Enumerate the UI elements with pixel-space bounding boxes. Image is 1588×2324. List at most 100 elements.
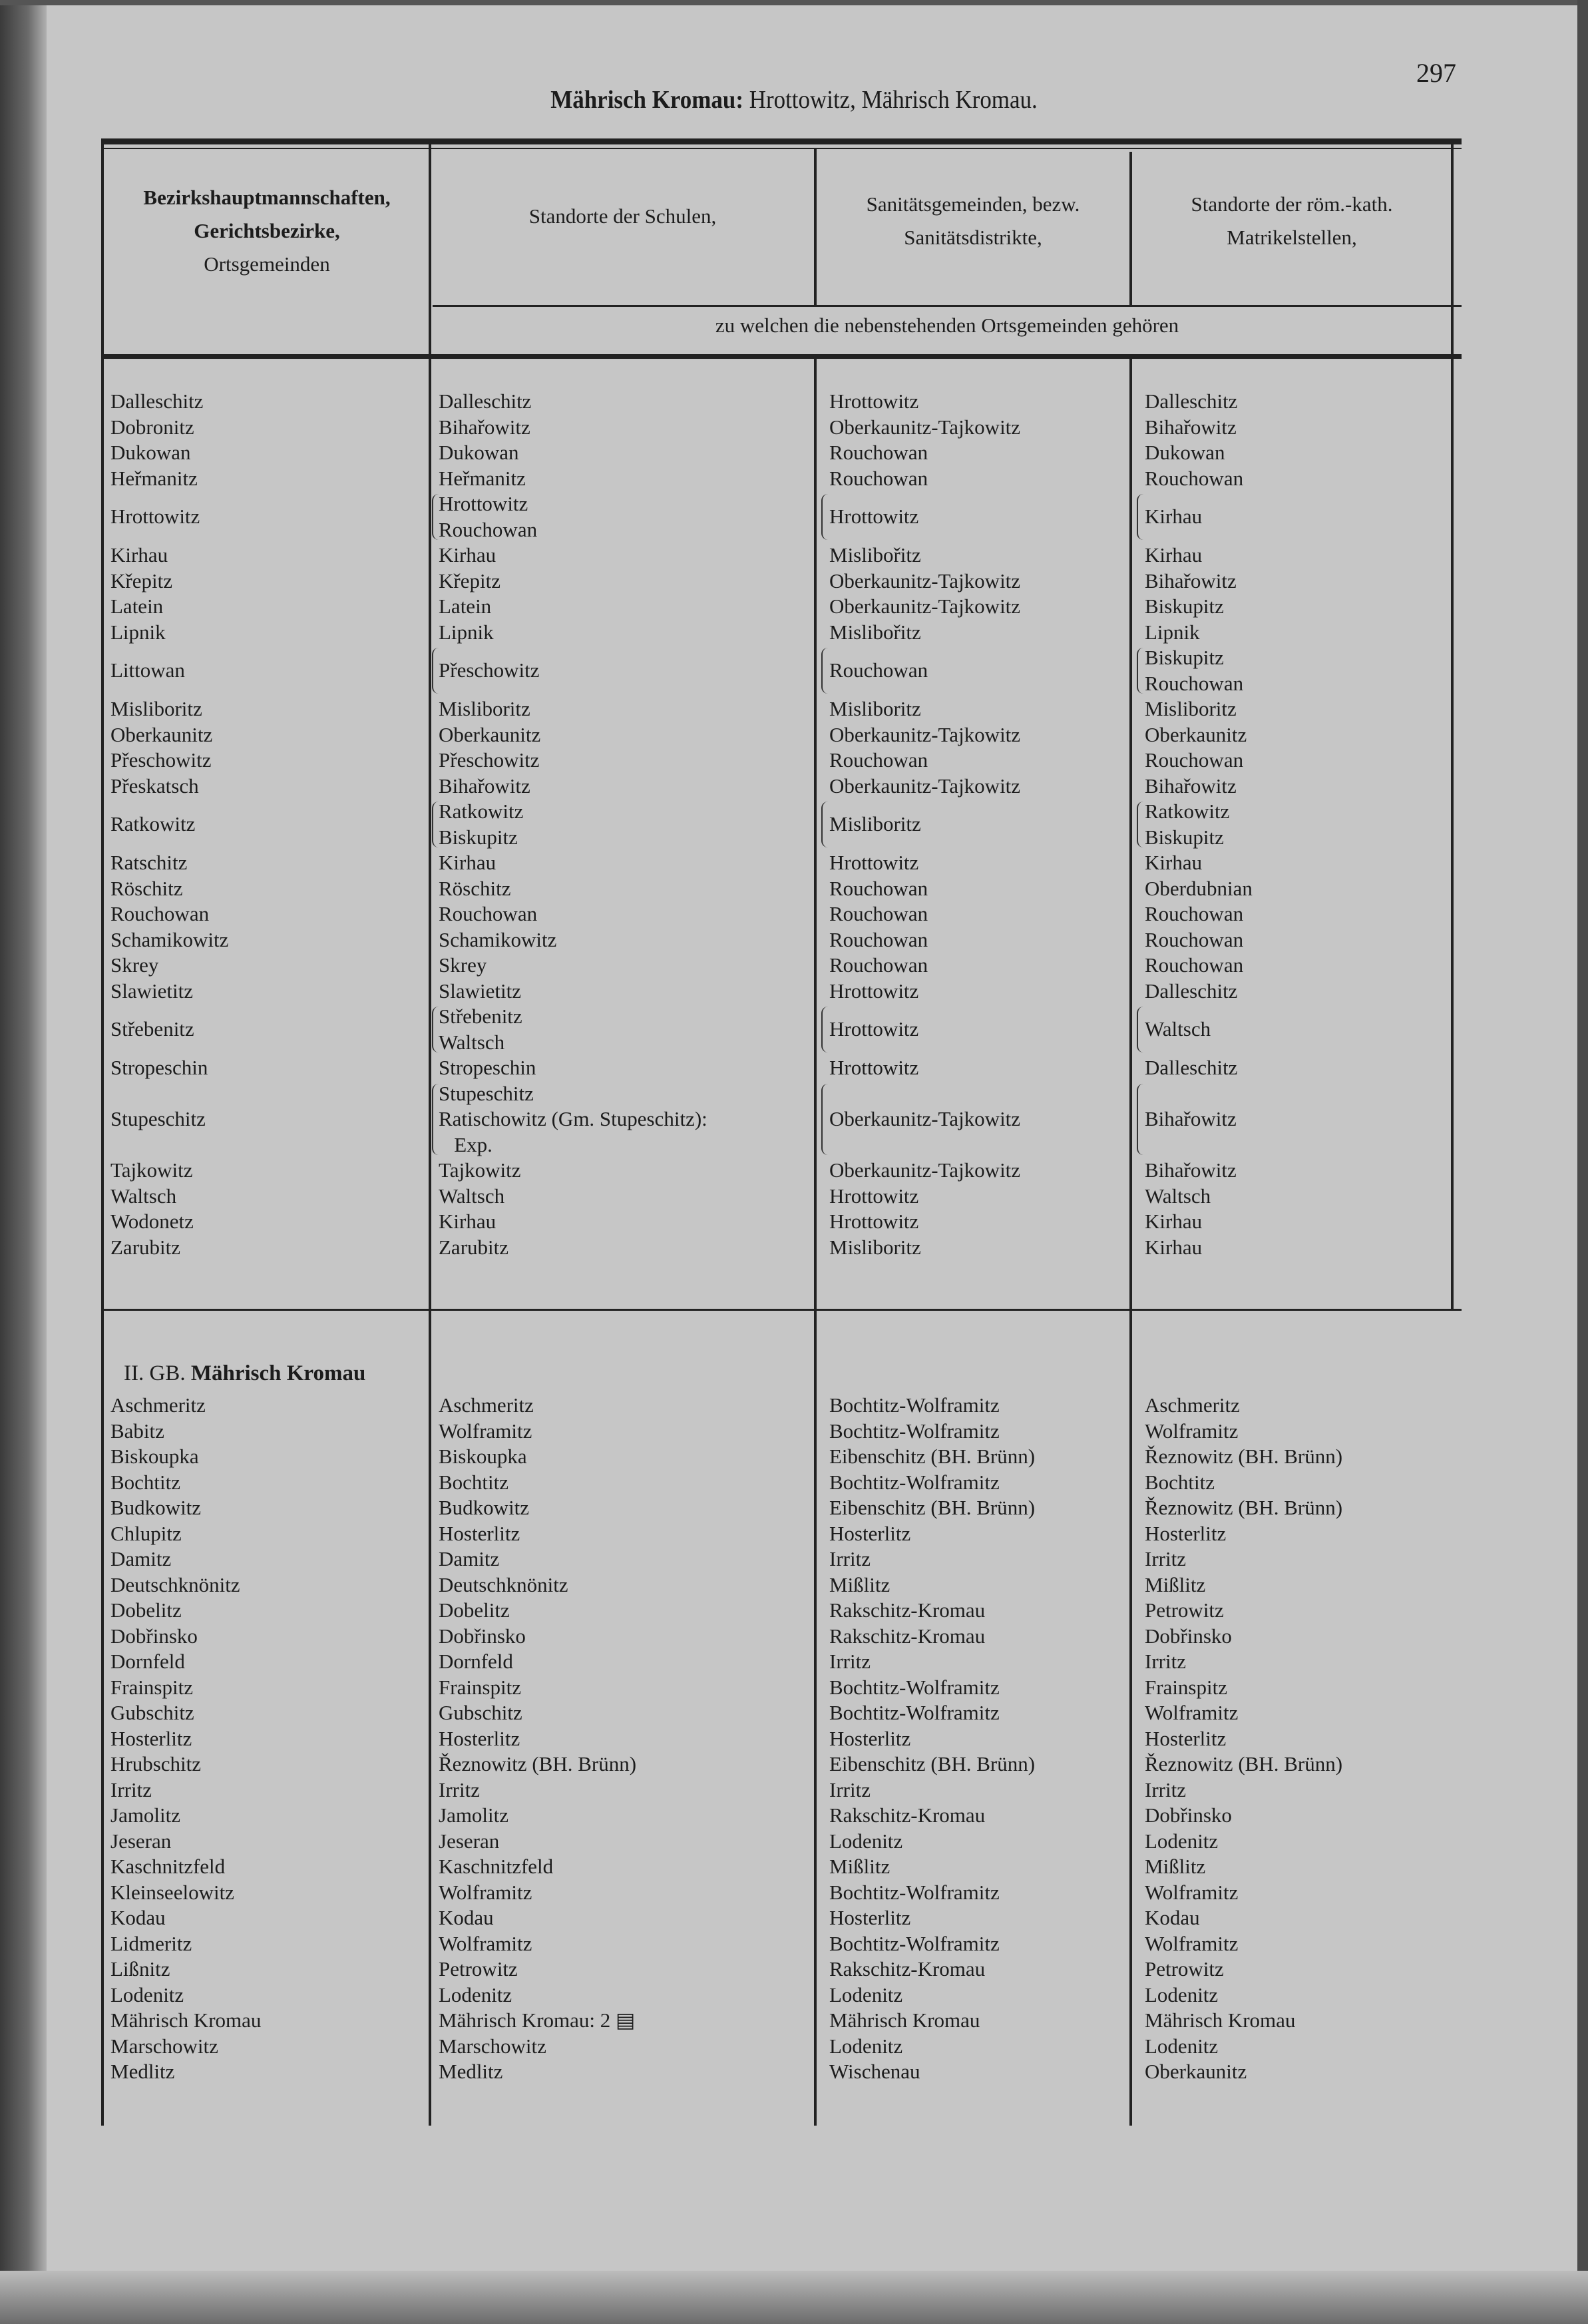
column-divider-2-body bbox=[814, 357, 817, 2126]
matrikelstelle-cell: Oberkaunitz bbox=[1130, 2059, 1462, 2085]
sanitaetsgemeinde-text: Hrottowitz bbox=[829, 979, 919, 1003]
ortsgemeinde-cell: Misliboritz bbox=[104, 696, 429, 722]
sanitaetsgemeinde-cell: Oberkaunitz-Tajkowitz bbox=[815, 722, 1130, 748]
sanitaetsgemeinde-text: Misliboritz bbox=[829, 812, 921, 836]
matrikelstelle-cell: Bihařowitz bbox=[1130, 1081, 1462, 1158]
ortsgemeinde-cell: Dornfeld bbox=[104, 1649, 429, 1675]
matrikelstelle-cell: Irritz bbox=[1130, 1546, 1462, 1572]
sanitaetsgemeinde-cell: Oberkaunitz-Tajkowitz bbox=[815, 415, 1130, 441]
ortsgemeinde-text: Křepitz bbox=[110, 569, 172, 592]
column-divider-2 bbox=[814, 148, 817, 305]
sanitaetsgemeinde-text: Hosterlitz bbox=[829, 1726, 911, 1750]
table-row: Dornfeld Dornfeld Irritz Irritz bbox=[104, 1649, 1462, 1675]
table-row: Budkowitz Budkowitz Eibenschitz (BH. Brünn… bbox=[104, 1495, 1462, 1521]
schule-cell: Budkowitz bbox=[429, 1495, 815, 1521]
sanitaetsgemeinde-text: Hosterlitz bbox=[829, 1521, 911, 1545]
schule-cell: Jeseran bbox=[429, 1829, 815, 1855]
sanitaetsgemeinde-text: Eibenschitz (BH. Brünn) bbox=[829, 1752, 1036, 1775]
schule-cell: Oberkaunitz bbox=[429, 722, 815, 748]
ortsgemeinde-cell: Kodau bbox=[104, 1905, 429, 1931]
table-row: Přeschowitz Přeschowitz Rouchowan Rouchowan bbox=[104, 748, 1462, 774]
sanitaetsgemeinde-text: Wischenau bbox=[829, 2060, 920, 2083]
sanitaetsgemeinde-cell: Irritz bbox=[815, 1649, 1130, 1675]
matrikelstelle-cell: Kirhau bbox=[1130, 491, 1462, 543]
schule-text: Ratkowitz bbox=[439, 800, 524, 823]
ortsgemeinde-cell: Latein bbox=[104, 594, 429, 620]
schule-text: Deutschknönitz bbox=[439, 1572, 568, 1596]
matrikelstelle-text: Rouchowan bbox=[1145, 671, 1244, 695]
table-row: Irritz Irritz Irritz Irritz bbox=[104, 1777, 1462, 1803]
matrikelstelle-text: Kirhau bbox=[1145, 1210, 1203, 1233]
ortsgemeinde-text: Lipnik bbox=[110, 620, 166, 644]
sanitaetsgemeinde-cell: Mislibořitz bbox=[815, 543, 1130, 569]
schule-cell: Röschitz bbox=[429, 876, 815, 902]
ortsgemeinde-text: Stropeschin bbox=[110, 1056, 208, 1079]
ortsgemeinde-cell: Waltsch bbox=[104, 1184, 429, 1210]
schule-text: Bochtitz bbox=[439, 1470, 509, 1494]
sanitaetsgemeinde-cell: Misliboritz bbox=[815, 1235, 1130, 1261]
table-row: Wodonetz Kirhau Hrottowitz Kirhau bbox=[104, 1209, 1462, 1235]
matrikelstelle-text: Dobřinsko bbox=[1145, 1624, 1232, 1648]
matrikelstelle-text: Kirhau bbox=[1145, 543, 1203, 567]
table-row: Dobronitz Bihařowitz Oberkaunitz-Tajkowitz… bbox=[104, 415, 1462, 441]
brace-mark bbox=[1137, 648, 1145, 694]
ortsgemeinde-cell: Littowan bbox=[104, 645, 429, 696]
sanitaetsgemeinde-text: Eibenschitz (BH. Brünn) bbox=[829, 1496, 1036, 1519]
ortsgemeinde-cell: Jeseran bbox=[104, 1829, 429, 1855]
matrikelstelle-cell: Petrowitz bbox=[1130, 1957, 1462, 1982]
ortsgemeinde-text: Babitz bbox=[110, 1419, 164, 1443]
schule-cell: Dalleschitz bbox=[429, 389, 815, 415]
ortsgemeinde-cell: Deutschknönitz bbox=[104, 1572, 429, 1598]
ortsgemeinde-text: Kaschnitzfeld bbox=[110, 1855, 226, 1878]
schule-text: Rouchowan bbox=[439, 902, 538, 925]
schule-cell: Ratkowitz Biskupitz bbox=[429, 799, 815, 850]
ortsgemeinde-cell: Přeschowitz bbox=[104, 748, 429, 774]
sanitaetsgemeinde-text: Rouchowan bbox=[829, 876, 928, 900]
sanitaetsgemeinde-cell: Misliboritz bbox=[815, 799, 1130, 850]
ortsgemeinde-text: Marschowitz bbox=[110, 2034, 218, 2058]
ortsgemeinde-cell: Lodenitz bbox=[104, 1982, 429, 2008]
sanitaetsgemeinde-text: Oberkaunitz-Tajkowitz bbox=[829, 722, 1021, 746]
ortsgemeinde-cell: Röschitz bbox=[104, 876, 429, 902]
schule-cell: Dornfeld bbox=[429, 1649, 815, 1675]
matrikelstelle-text: Kirhau bbox=[1145, 1235, 1203, 1259]
sanitaetsgemeinde-text: Bochtitz-Wolframitz bbox=[829, 1880, 1000, 1904]
page-number: 297 bbox=[1416, 58, 1456, 88]
matrikelstelle-text: Rouchowan bbox=[1145, 748, 1244, 772]
matrikelstelle-cell: Dobřinsko bbox=[1130, 1803, 1462, 1829]
header-col1-line3: Ortsgemeinden bbox=[204, 252, 330, 276]
sanitaetsgemeinde-text: Rouchowan bbox=[829, 466, 928, 490]
matrikelstelle-cell: Dalleschitz bbox=[1130, 979, 1462, 1005]
schule-text: Gubschitz bbox=[439, 1701, 522, 1724]
matrikelstelle-text: Bihařowitz bbox=[1145, 774, 1237, 798]
scan-edge-right bbox=[1577, 0, 1588, 2324]
ortsgemeinde-cell: Rouchowan bbox=[104, 901, 429, 927]
table-row: Mährisch Kromau Mährisch Kromau: 2 ▤ Mähri… bbox=[104, 2008, 1462, 2034]
matrikelstelle-cell: Wolframitz bbox=[1130, 1931, 1462, 1957]
matrikelstelle-cell: Oberdubnian bbox=[1130, 876, 1462, 902]
schule-text: Rouchowan bbox=[439, 517, 538, 541]
sanitaetsgemeinde-cell: Misliboritz bbox=[815, 696, 1130, 722]
sanitaetsgemeinde-cell: Eibenschitz (BH. Brünn) bbox=[815, 1495, 1130, 1521]
matrikelstelle-text: Bihařowitz bbox=[1145, 569, 1237, 592]
ortsgemeinde-text: Mährisch Kromau bbox=[110, 2008, 262, 2032]
table-row: Chlupitz Hosterlitz Hosterlitz Hosterlitz bbox=[104, 1521, 1462, 1547]
brace-mark bbox=[1137, 494, 1145, 540]
ortsgemeinde-text: Chlupitz bbox=[110, 1521, 182, 1545]
sanitaetsgemeinde-text: Hrottowitz bbox=[829, 389, 919, 413]
sanitaetsgemeinde-text: Lodenitz bbox=[829, 2034, 903, 2058]
sanitaetsgemeinde-text: Mißlitz bbox=[829, 1855, 891, 1878]
brace-mark bbox=[1137, 1083, 1145, 1155]
schule-text: Dornfeld bbox=[439, 1650, 513, 1673]
schule-cell: Latein bbox=[429, 594, 815, 620]
table-row: Hosterlitz Hosterlitz Hosterlitz Hosterlitz bbox=[104, 1726, 1462, 1752]
schule-cell: Dobelitz bbox=[429, 1598, 815, 1624]
ortsgemeinde-cell: Kirhau bbox=[104, 543, 429, 569]
schule-cell: Slawietitz bbox=[429, 979, 815, 1005]
ortsgemeinde-text: Medlitz bbox=[110, 2060, 175, 2083]
matrikelstelle-cell: Bochtitz bbox=[1130, 1470, 1462, 1496]
schule-cell: Křepitz bbox=[429, 569, 815, 594]
ortsgemeinde-text: Lidmeritz bbox=[110, 1931, 192, 1955]
schule-cell: Skrey bbox=[429, 953, 815, 979]
brace-mark bbox=[821, 494, 829, 540]
